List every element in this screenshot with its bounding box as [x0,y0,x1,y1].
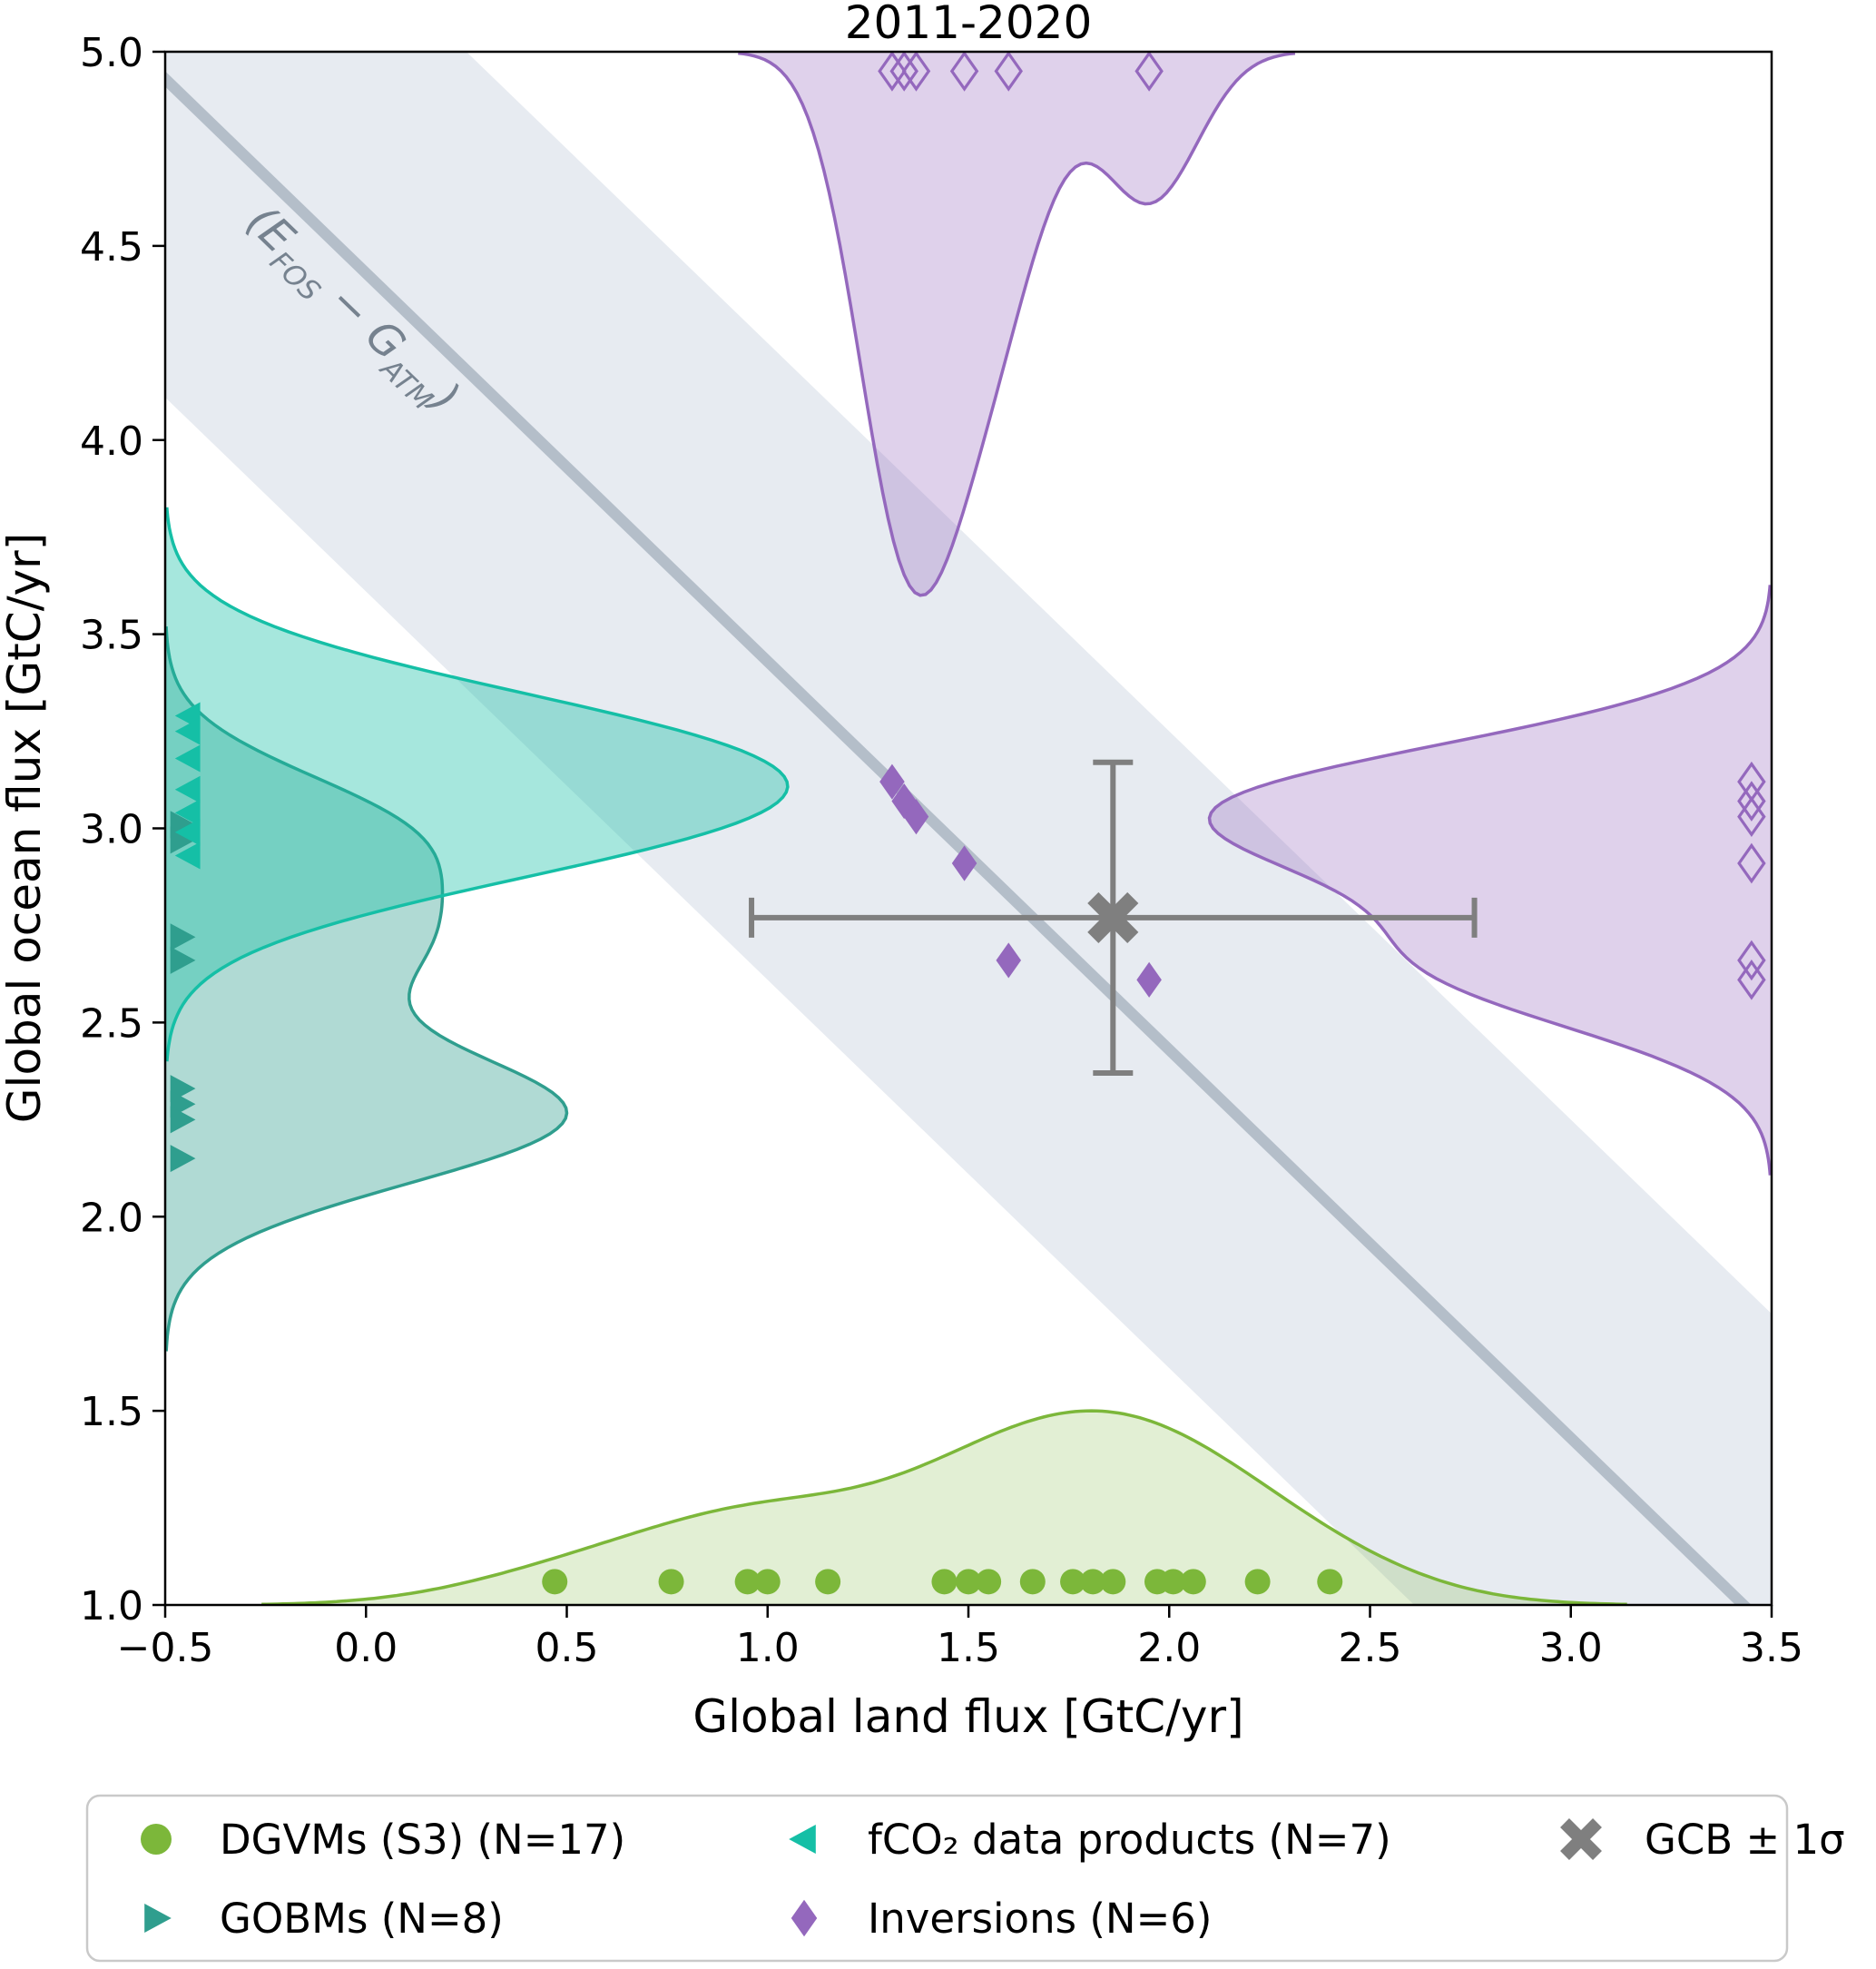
legend-label-gobms: GOBMs (N=8) [220,1895,504,1943]
dgvm-point [542,1569,568,1595]
y-tick-label: 3.0 [80,807,143,853]
legend: DGVMs (S3) (N=17) GOBMs (N=8) fCO₂ data pr… [85,1794,1845,1963]
violin-fco2-fill [165,507,788,1062]
legend-marker-fco2 [789,1825,816,1854]
inversion-rug-top [889,51,918,92]
fco2-point [174,842,201,870]
chart-title: 2011-2020 [845,0,1093,49]
dgvm-point [1019,1569,1046,1595]
y-tick-label: 2.0 [80,1195,143,1241]
gobm-point [170,923,196,951]
inversion-rug-top [994,51,1023,92]
dgvm-point [1100,1569,1126,1595]
gcb-marker [1087,891,1139,943]
y-tick-label: 5.0 [80,30,143,76]
dgvm-point [815,1569,841,1595]
dgvm-point [1317,1569,1343,1595]
x-tick-label: 0.5 [535,1625,599,1671]
inversion-rug-right [1737,781,1766,822]
y-tick-label: 4.5 [80,224,143,271]
fco2-point [174,717,201,745]
density-violins [164,51,1773,1607]
dgvm-point [1060,1569,1086,1595]
y-tick-label: 1.0 [80,1583,143,1629]
dgvm-point [1080,1569,1106,1595]
x-tick-label: 3.0 [1539,1625,1603,1671]
fco2-point [174,744,201,773]
legend-marker-dgvms [141,1824,172,1855]
violin-gobms-fill [165,626,567,1352]
x-tick-label: 2.5 [1339,1625,1402,1671]
fco2-point [174,818,201,846]
inversion-rug-top [1134,51,1164,92]
dgvm-point [734,1569,761,1595]
dgvm-point [1244,1569,1271,1595]
dgvm-point [931,1569,958,1595]
scatter-points [170,51,1766,1595]
inversion-rug-right [1737,796,1766,838]
gobm-point [170,1106,196,1134]
dgvm-point [754,1569,781,1595]
y-tick-label: 2.5 [80,1000,143,1047]
y-tick-label: 4.0 [80,418,143,465]
inversion-rug-top [878,51,907,92]
legend-marker-gcb [1560,1818,1602,1860]
gobm-point [170,1145,196,1173]
gobm-point [170,946,196,974]
inversion-rug-top [949,51,979,92]
x-axis-label: Global land flux [GtC/yr] [692,1690,1243,1743]
dgvm-point [1160,1569,1186,1595]
inversion-rug-right [1737,959,1766,1000]
x-tick-label: −0.5 [117,1625,214,1671]
violin-inversions-right-fill [1209,585,1772,1176]
inversion-rug-top [901,51,931,92]
y-axis-label: Global ocean flux [GtC/yr] [0,533,51,1123]
inversion-rug-right [1737,842,1766,884]
x-tick-label: 1.0 [736,1625,800,1671]
legend-label-dgvms: DGVMs (S3) (N=17) [220,1816,625,1864]
inversion-point [903,799,929,835]
x-tick-label: 0.0 [334,1625,398,1671]
legend-marker-inversions [791,1899,818,1937]
dgvm-point [658,1569,684,1595]
violin-fco2-outline [165,507,790,1062]
legend-label-inversions: Inversions (N=6) [868,1895,1212,1943]
violin-inversions-top-outline [738,51,1296,597]
legend-label-fco2: fCO₂ data products (N=7) [868,1816,1391,1864]
violin-dgvms-outline [261,1409,1627,1607]
dgvm-point [956,1569,981,1595]
violin-dgvms-fill [261,1411,1627,1605]
band-light [165,52,1772,1605]
dgvm-point [1180,1569,1206,1595]
violin-inversions-right-outline [1207,585,1773,1176]
legend-marker-gobms [144,1904,172,1933]
y-tick-label: 3.5 [80,613,143,659]
inversion-point [879,763,905,800]
axes: −0.5 0.0 0.5 1.0 1.5 2.0 2.5 3.0 3.5 1.0 1.5 2.0 2.5… [80,30,1803,1671]
x-tick-label: 2.0 [1137,1625,1201,1671]
inversion-rug-right [1737,940,1766,981]
band-center-line [165,71,1752,1605]
fco2-point [174,799,201,827]
violin-gobms-outline [164,626,569,1352]
dgvm-point [976,1569,1002,1595]
y-tick-label: 1.5 [80,1389,143,1435]
legend-label-gcb: GCB ± 1σ [1645,1816,1845,1864]
inversion-point [1136,961,1162,998]
gobm-point [170,826,196,854]
x-tick-label: 3.5 [1740,1625,1803,1671]
inversion-point [951,845,977,881]
legend-box [85,1794,1789,1963]
constraint-band-group [165,52,1772,1605]
x-tick-label: 1.5 [937,1625,1000,1671]
fco2-point [174,775,201,803]
inversion-point [996,942,1022,979]
